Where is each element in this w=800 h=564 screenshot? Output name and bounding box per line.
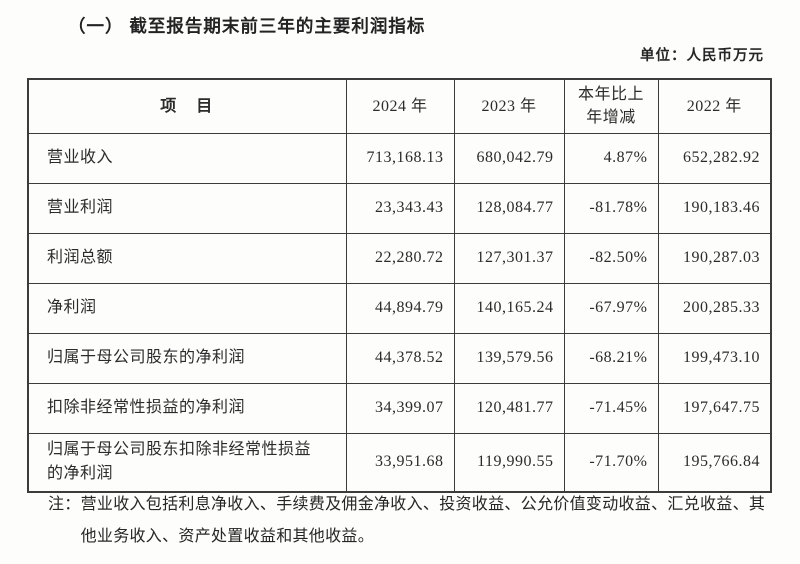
value-2024: 44,378.52 [345, 332, 455, 384]
table-row-net-profit-parent-excl-nonrecurring: 归属于母公司股东扣除非经常性损益的净利润 33,951.68 119,990.5… [27, 432, 772, 493]
col-header-item: 项 目 [27, 78, 347, 134]
row-item-label: 营业收入 [27, 132, 347, 184]
value-2023: 140,165.24 [453, 282, 565, 334]
table-row-net-profit: 净利润 44,894.79 140,165.24 -67.97% 200,285… [27, 282, 772, 334]
table-row-net-profit-excl-nonrecurring: 扣除非经常性损益的净利润 34,399.07 120,481.77 -71.45… [27, 382, 772, 434]
table-row-net-profit-parent: 归属于母公司股东的净利润 44,378.52 139,579.56 -68.21… [27, 332, 772, 384]
unit-label: 单位：人民币万元 [640, 48, 764, 64]
col-header-2024: 2024 年 [345, 78, 455, 134]
value-2024: 22,280.72 [345, 232, 455, 284]
value-change: -71.70% [563, 432, 659, 493]
value-2023: 128,084.77 [453, 182, 565, 234]
table-row-total-profit: 利润总额 22,280.72 127,301.37 -82.50% 190,28… [27, 232, 772, 284]
value-2023: 120,481.77 [453, 382, 565, 434]
footnote: 注： 营业收入包括利息净收入、手续费及佣金净收入、投资收益、公允价值变动收益、汇… [48, 489, 777, 553]
value-2023: 127,301.37 [453, 232, 565, 284]
value-change: -68.21% [563, 332, 659, 384]
table-row-operating-profit: 营业利润 23,343.43 128,084.77 -81.78% 190,18… [27, 182, 772, 234]
value-2022: 652,282.92 [657, 132, 772, 184]
row-item-label: 营业利润 [27, 182, 347, 234]
value-2022: 195,766.84 [657, 432, 772, 493]
value-2022: 190,287.03 [657, 232, 772, 284]
value-2024: 713,168.13 [345, 132, 455, 184]
value-2024: 34,399.07 [345, 382, 455, 434]
row-item-label: 归属于母公司股东的净利润 [27, 332, 347, 384]
row-item-label: 净利润 [27, 282, 347, 334]
value-2024: 44,894.79 [345, 282, 455, 334]
row-item-label: 扣除非经常性损益的净利润 [27, 382, 347, 434]
row-item-label: 归属于母公司股东扣除非经常性损益的净利润 [27, 432, 347, 493]
col-header-change: 本年比上年增减 [563, 78, 659, 134]
footnote-text: 营业收入包括利息净收入、手续费及佣金净收入、投资收益、公允价值变动收益、汇兑收益… [80, 496, 766, 545]
value-2023: 680,042.79 [453, 132, 565, 184]
col-header-2023: 2023 年 [453, 78, 565, 134]
value-2022: 200,285.33 [657, 282, 772, 334]
value-2023: 139,579.56 [453, 332, 565, 384]
value-change: -67.97% [563, 282, 659, 334]
value-2022: 197,647.75 [657, 382, 772, 434]
col-header-2022: 2022 年 [657, 78, 772, 134]
value-change: -82.50% [563, 232, 659, 284]
value-change: -81.78% [563, 182, 659, 234]
profit-indicators-table: 项 目 2024 年 2023 年 本年比上年增减 2022 年 营业收入 71… [27, 78, 772, 494]
value-2022: 199,473.10 [657, 332, 772, 384]
value-change: -71.45% [563, 382, 659, 434]
value-2024: 33,951.68 [345, 432, 455, 493]
header-row: 项 目 2024 年 2023 年 本年比上年增减 2022 年 [27, 78, 772, 134]
value-2024: 23,343.43 [345, 182, 455, 234]
value-change: 4.87% [563, 132, 659, 184]
value-2023: 119,990.55 [453, 432, 565, 493]
table-row-operating-income: 营业收入 713,168.13 680,042.79 4.87% 652,282… [27, 132, 772, 184]
value-2022: 190,183.46 [657, 182, 772, 234]
footnote-label: 注： [48, 496, 81, 513]
section-title: （一） 截至报告期末前三年的主要利润指标 [68, 16, 426, 36]
row-item-label: 利润总额 [27, 232, 347, 284]
